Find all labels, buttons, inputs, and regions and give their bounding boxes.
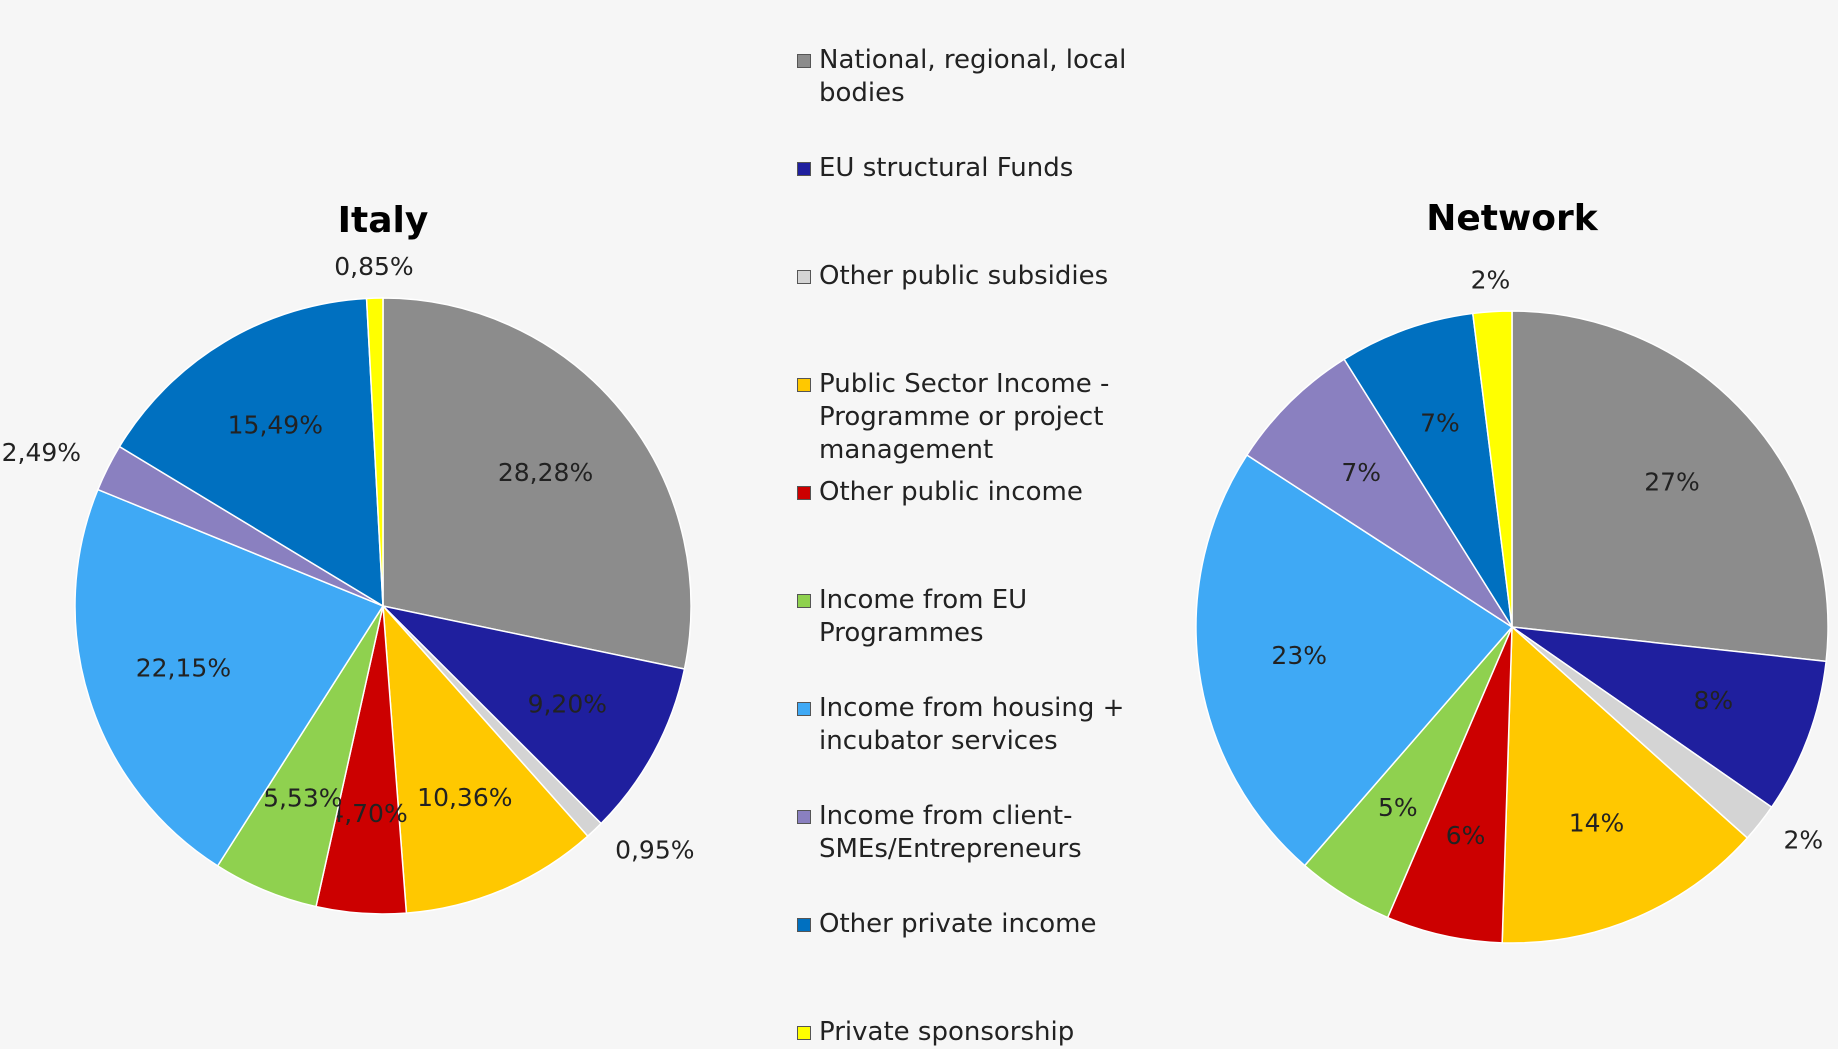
legend-swatch (797, 1026, 811, 1040)
data-label: 5,53% (263, 783, 342, 812)
legend-label: EU structural Funds (819, 153, 1074, 183)
legend-label: National, regional, local bodies (819, 45, 1127, 108)
legend-swatch (797, 270, 811, 284)
data-label: 28,28% (498, 458, 593, 487)
chart-title: Network (1426, 198, 1598, 239)
pie-slice (1471, 310, 1513, 628)
legend-item: Income from EU Programmes (795, 584, 1175, 650)
legend-label: Other public subsidies (819, 261, 1109, 291)
legend-item: Income from client-SMEs/Entrepreneurs (795, 800, 1175, 866)
data-label: 2% (1783, 826, 1823, 855)
legend-item: National, regional, local bodies (795, 44, 1175, 110)
pie-slice (382, 297, 692, 670)
legend-label: Other private income (819, 909, 1097, 939)
legend-swatch (797, 486, 811, 500)
pie-slice (1511, 626, 1827, 809)
pie-slice (380, 604, 686, 825)
legend-swatch (797, 810, 811, 824)
legend-item: Other public subsidies (795, 260, 1175, 293)
data-label: 0,95% (615, 836, 694, 865)
legend-swatch (797, 594, 811, 608)
data-label: 10,36% (417, 783, 512, 812)
data-label: 27% (1644, 468, 1700, 497)
legend-label: Income from EU Programmes (819, 585, 1028, 648)
legend-swatch (797, 54, 811, 68)
legend-item: Income from housing + incubator services (795, 692, 1175, 758)
data-label: 0,85% (334, 252, 413, 281)
pie-slice (1501, 625, 1749, 944)
pie-slice (1511, 310, 1829, 663)
legend-item: Public Sector Income - Programme or proj… (795, 368, 1175, 467)
chart-title: Italy (338, 200, 429, 241)
data-label: 4,70% (328, 799, 407, 828)
legend-item: EU structural Funds (795, 152, 1175, 185)
data-label: 15,49% (228, 410, 323, 439)
data-label: 2% (1471, 266, 1511, 295)
data-label: 2,49% (2, 438, 81, 467)
legend-item: Other public income (795, 476, 1175, 509)
data-label: 23% (1271, 641, 1327, 670)
data-label: 6% (1446, 821, 1486, 850)
legend-item: Private sponsorship (795, 1016, 1175, 1049)
pie-slice (365, 297, 384, 607)
legend-label: Private sponsorship (819, 1017, 1075, 1047)
pie-slice (1343, 312, 1513, 628)
data-label: 7% (1420, 409, 1460, 438)
data-label: 14% (1569, 809, 1625, 838)
legend-label: Other public income (819, 477, 1083, 507)
data-label: 7% (1341, 458, 1381, 487)
legend-label: Public Sector Income - Programme or proj… (819, 369, 1110, 465)
data-label: 8% (1693, 686, 1733, 715)
legend-swatch (797, 162, 811, 176)
pie-slice (1245, 358, 1513, 628)
data-label: 5% (1378, 793, 1418, 822)
legend-label: Income from housing + incubator services (819, 693, 1125, 756)
pie-slice (1195, 453, 1514, 867)
pie-slice (74, 488, 385, 867)
pie-slice (382, 603, 589, 914)
data-label: 9,20% (528, 690, 607, 719)
legend-swatch (797, 702, 811, 716)
data-label: 22,15% (136, 654, 231, 683)
legend-swatch (797, 378, 811, 392)
legend-item: Other private income (795, 908, 1175, 941)
pie-slice (118, 297, 384, 608)
legend-swatch (797, 918, 811, 932)
legend-label: Income from client-SMEs/Entrepreneurs (819, 801, 1082, 864)
